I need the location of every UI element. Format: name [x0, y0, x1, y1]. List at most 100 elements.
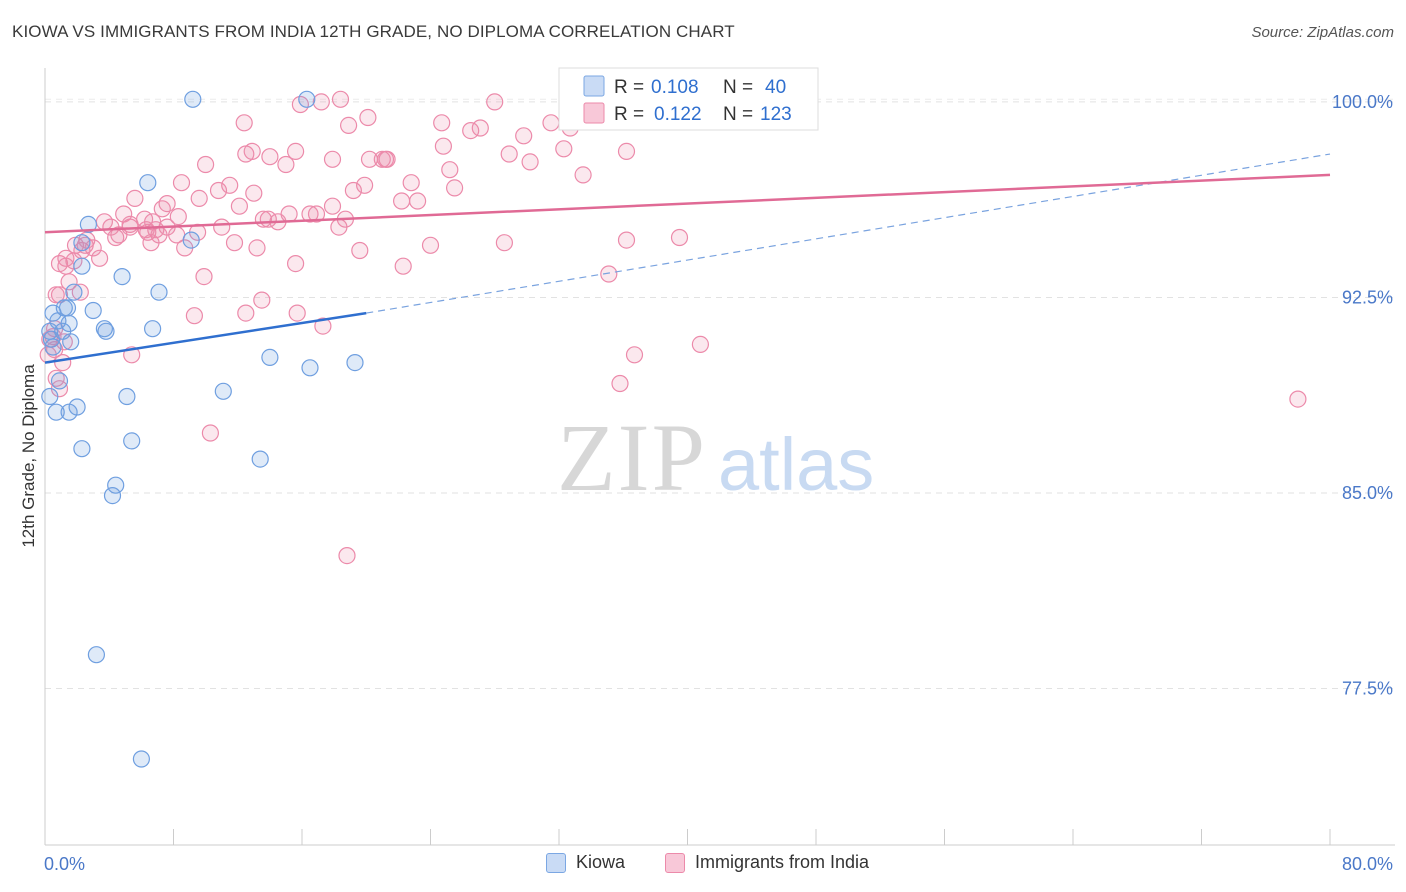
- data-point-india: [611, 374, 629, 393]
- data-point-india: [142, 234, 160, 252]
- trend-line-kiowa: [44, 311, 367, 364]
- data-point-kiowa: [103, 487, 122, 505]
- data-point-kiowa: [139, 174, 157, 192]
- data-point-kiowa: [261, 348, 279, 366]
- data-point-india: [434, 137, 452, 155]
- data-point-india: [158, 195, 176, 213]
- data-point-india: [351, 241, 369, 260]
- legend-n-label-kiowa: N =: [723, 77, 758, 98]
- data-point-india: [287, 255, 305, 273]
- data-point-india: [287, 142, 305, 160]
- data-point-india: [237, 145, 255, 163]
- data-point-india: [301, 205, 319, 223]
- data-point-india: [57, 257, 75, 275]
- data-point-india: [314, 317, 332, 335]
- data-point-kiowa: [132, 750, 150, 768]
- data-point-kiowa: [79, 215, 98, 233]
- y-tick-label: 77.5%: [1342, 679, 1393, 699]
- data-point-kiowa: [107, 476, 125, 494]
- data-point-india: [153, 200, 171, 218]
- y-axis-title: 12th Grade, No Diploma: [19, 364, 38, 548]
- data-point-india: [225, 234, 244, 252]
- chart-title: KIOWA VS IMMIGRANTS FROM INDIA 12TH GRAD…: [12, 22, 735, 41]
- data-point-india: [71, 283, 89, 301]
- data-point-india: [471, 119, 489, 137]
- data-point-india: [521, 153, 539, 171]
- data-point-kiowa: [41, 387, 59, 406]
- y-tick-label: 100.0%: [1332, 92, 1393, 112]
- legend-swatch-kiowa: [583, 75, 605, 97]
- legend-box: R = 0.108 N = 40 R = 0.122 N = 123: [558, 67, 819, 131]
- data-point-india: [340, 116, 358, 135]
- data-point-india: [172, 174, 191, 192]
- trend-line-kiowa-extended: [366, 153, 1331, 314]
- data-point-india: [110, 226, 128, 244]
- data-point-kiowa: [73, 234, 91, 252]
- data-point-india: [288, 304, 306, 322]
- y-tick-labels: 77.5% 85.0% 92.5% 100.0%: [1332, 92, 1393, 699]
- data-point-india: [515, 127, 533, 145]
- bottom-legend: Kiowa Immigrants from India: [0, 852, 1406, 876]
- data-point-india: [495, 234, 513, 252]
- y-tick-label: 92.5%: [1342, 287, 1393, 307]
- legend-r-label-india: R =: [614, 104, 649, 125]
- data-point-india: [235, 114, 253, 132]
- data-point-india: [307, 205, 326, 223]
- data-point-india: [600, 265, 618, 283]
- legend-swatch-india-bottom: [665, 852, 685, 873]
- data-point-india: [248, 239, 266, 257]
- data-point-india: [617, 231, 636, 249]
- data-point-kiowa: [47, 403, 65, 421]
- data-point-india: [376, 150, 395, 168]
- data-point-india: [190, 189, 208, 207]
- legend-swatch-kiowa-bottom: [546, 852, 566, 873]
- x-tick-label-min: 0.0%: [44, 854, 85, 874]
- data-point-india: [277, 155, 295, 174]
- data-point-india: [409, 192, 427, 210]
- x-tick-label-max: 80.0%: [1342, 854, 1393, 874]
- data-point-kiowa: [73, 257, 91, 275]
- watermark-zip: ZIP: [557, 404, 707, 511]
- series-kiowa: [41, 90, 364, 768]
- data-point-kiowa: [84, 301, 102, 320]
- data-point-kiowa: [60, 403, 78, 421]
- data-point-kiowa: [95, 320, 114, 338]
- x-tick-labels: 0.0% 80.0%: [44, 854, 1393, 874]
- data-point-india: [421, 236, 440, 254]
- data-point-india: [323, 150, 342, 168]
- data-point-kiowa: [214, 382, 232, 400]
- data-point-kiowa: [87, 646, 106, 664]
- data-point-india: [433, 114, 451, 132]
- data-point-india: [54, 354, 72, 372]
- data-point-india: [691, 335, 710, 353]
- data-point-kiowa: [118, 387, 136, 406]
- data-point-kiowa: [123, 432, 141, 450]
- data-point-kiowa: [298, 90, 316, 108]
- legend-r-value-kiowa: 0.108: [651, 77, 699, 98]
- data-point-india: [446, 179, 464, 197]
- data-point-india: [201, 424, 219, 442]
- data-point-india: [462, 122, 480, 140]
- data-point-kiowa: [73, 440, 91, 458]
- legend-n-value-india: 123: [760, 104, 792, 125]
- data-point-kiowa: [301, 359, 319, 377]
- data-point-kiowa: [113, 268, 131, 286]
- data-point-india: [338, 546, 356, 565]
- data-point-india: [221, 176, 239, 194]
- data-point-india: [245, 184, 263, 202]
- data-point-india: [185, 307, 203, 325]
- data-point-india: [500, 145, 518, 163]
- data-point-kiowa: [62, 333, 80, 351]
- watermark-atlas: atlas: [718, 423, 874, 506]
- legend-r-label-kiowa: R =: [614, 77, 649, 98]
- data-point-india: [441, 161, 459, 179]
- trend-line-india: [44, 173, 1331, 234]
- data-point-india: [617, 142, 636, 160]
- data-point-kiowa: [251, 450, 269, 468]
- watermark: ZIP atlas: [557, 404, 874, 511]
- legend-swatch-india: [583, 102, 605, 124]
- data-point-india: [670, 228, 689, 247]
- data-point-india: [230, 197, 248, 215]
- legend-item-india: Immigrants from India: [665, 852, 869, 873]
